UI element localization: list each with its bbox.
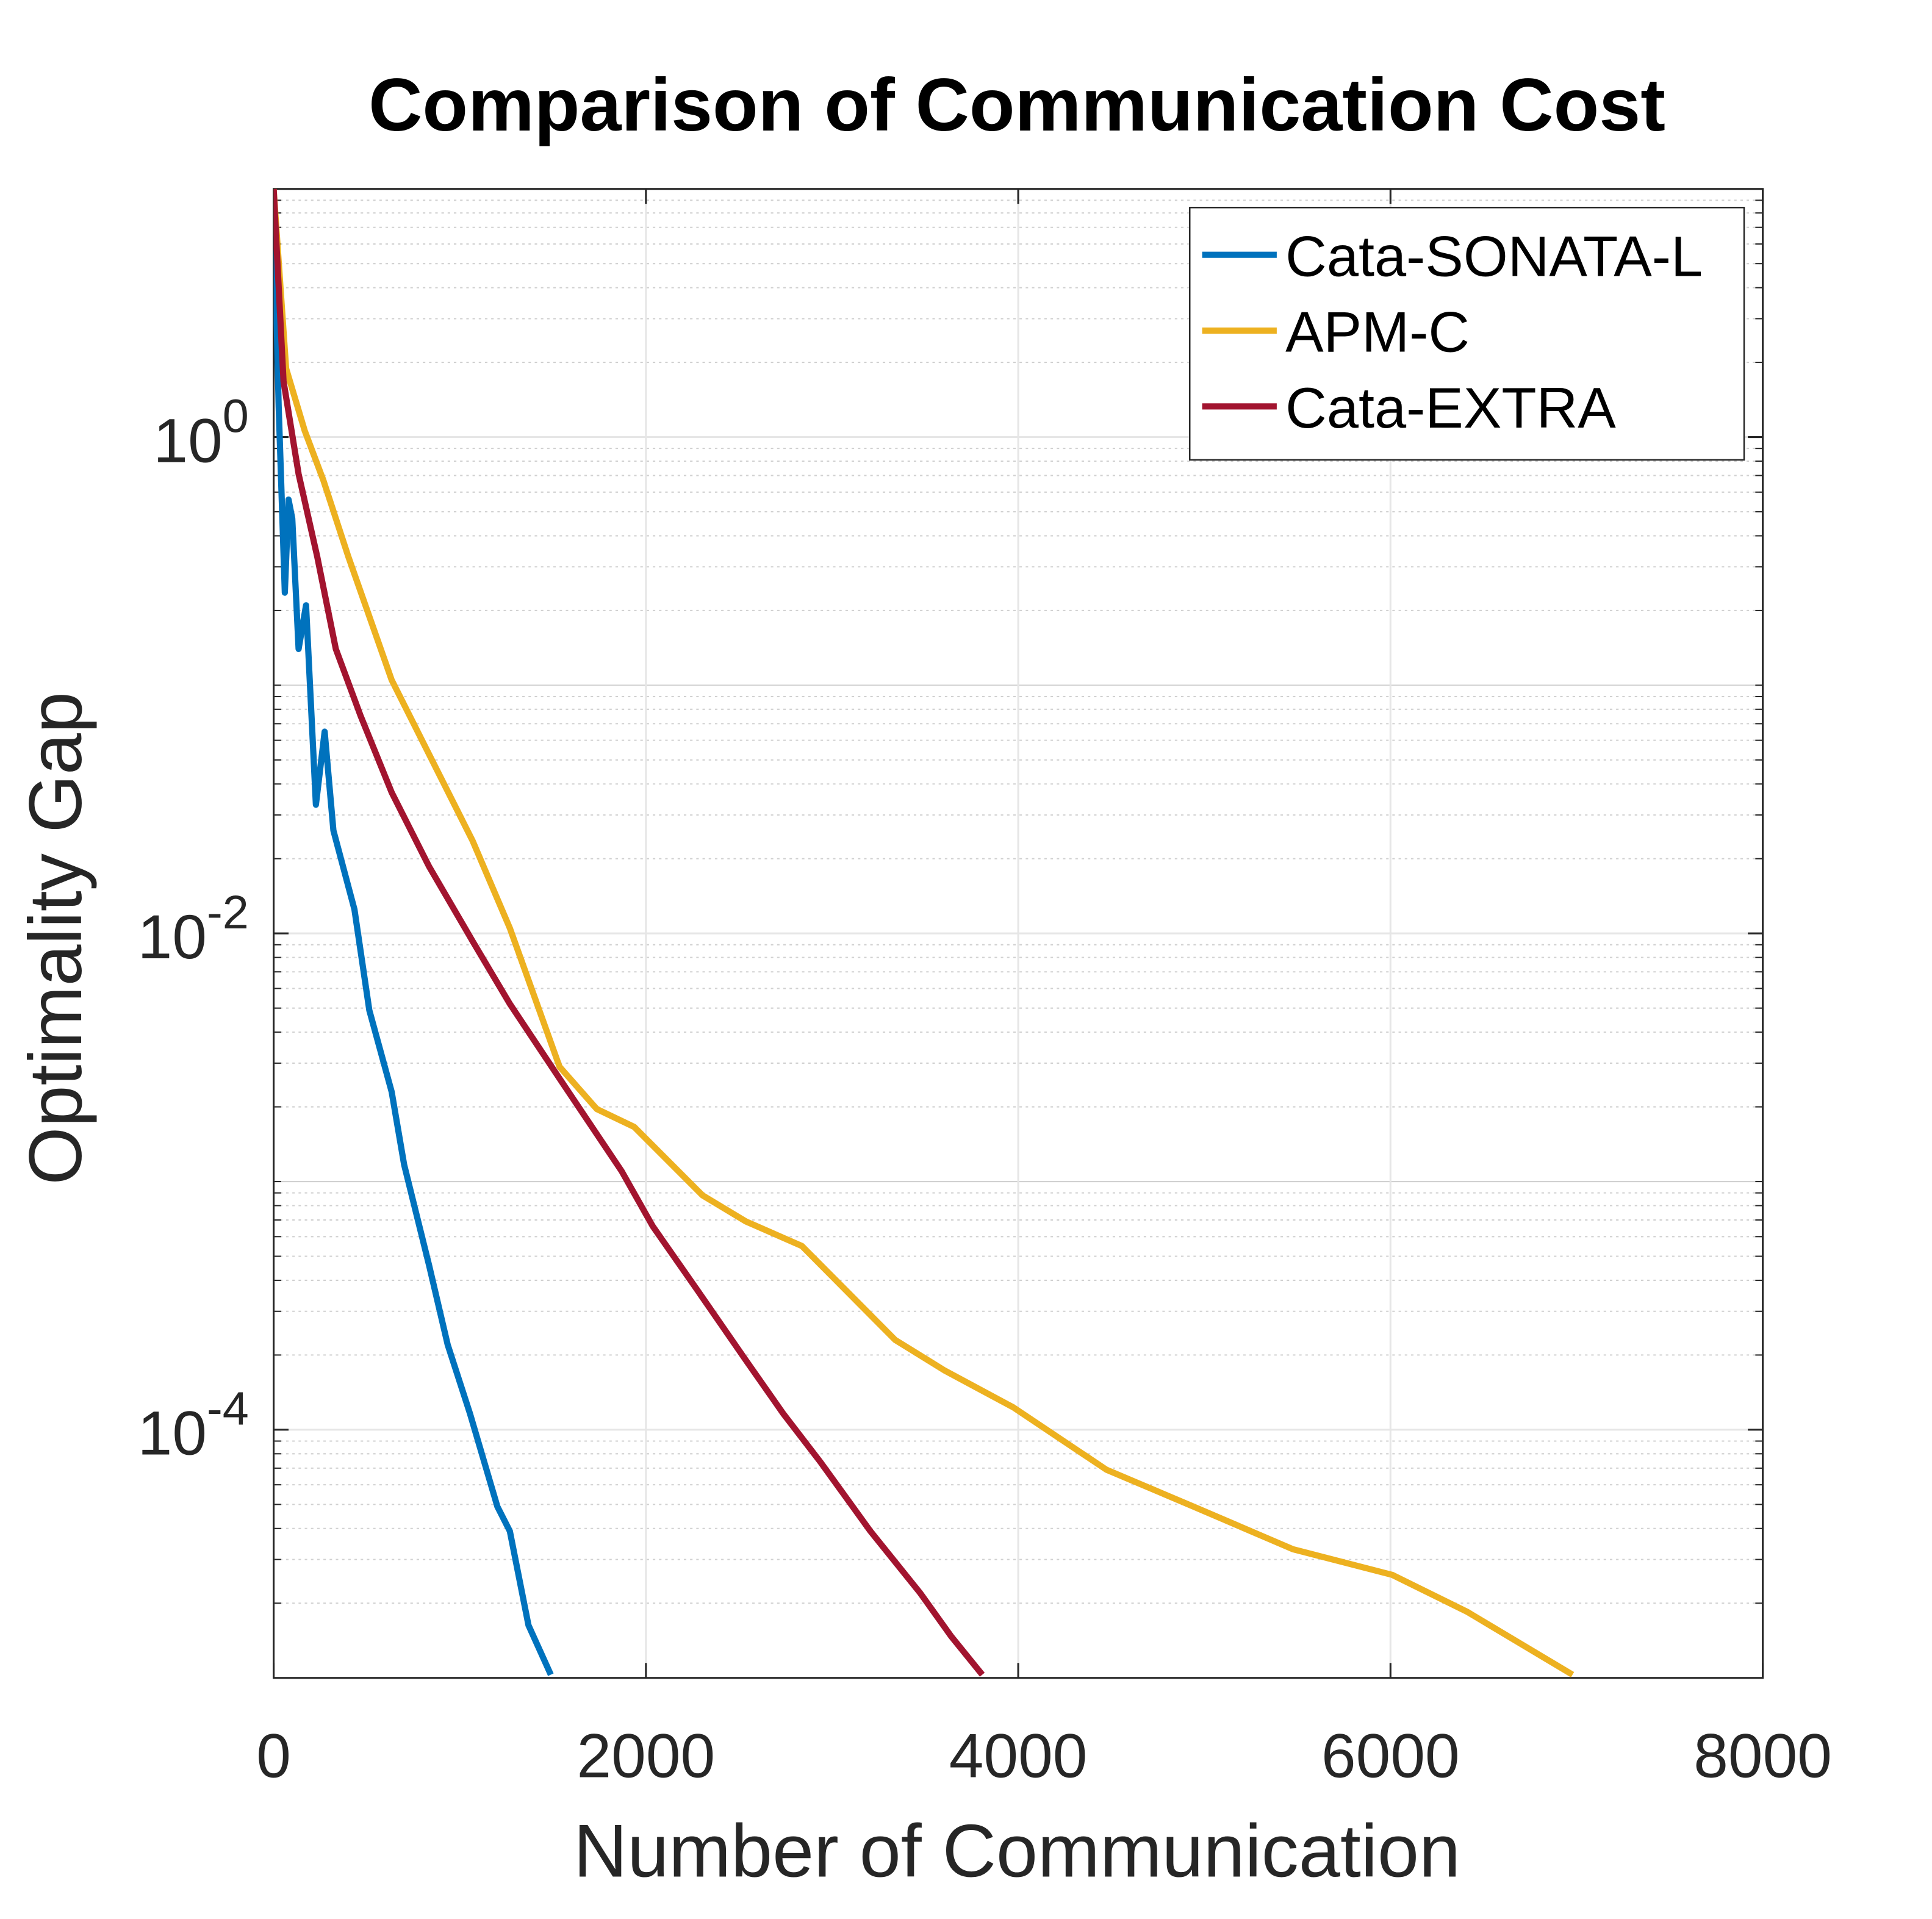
y-tick-label: 10-4 [138, 1383, 249, 1468]
series-line [273, 194, 554, 1676]
x-tick-label: 6000 [1321, 1721, 1460, 1791]
y-tick-label: 100 [153, 390, 248, 475]
legend-label: Cata-SONATA-L [1285, 224, 1703, 288]
x-tick-label: 0 [256, 1721, 291, 1791]
x-tick-label: 2000 [577, 1721, 716, 1791]
chart-title: Comparison of Communication Cost [368, 63, 1665, 146]
axes-box [273, 188, 1764, 1679]
x-tick-label: 8000 [1693, 1721, 1832, 1791]
legend-label: Cata-EXTRA [1285, 376, 1616, 440]
legend-box [1189, 207, 1745, 461]
x-axis-label: Number of Communication [573, 1809, 1460, 1893]
legend-label: APM-C [1285, 300, 1470, 364]
y-tick-label: 10-2 [138, 886, 249, 972]
series-line [273, 188, 985, 1677]
x-tick-label: 4000 [949, 1721, 1088, 1791]
y-axis-label: Optimality Gap [13, 692, 97, 1185]
series-line [273, 188, 1575, 1677]
